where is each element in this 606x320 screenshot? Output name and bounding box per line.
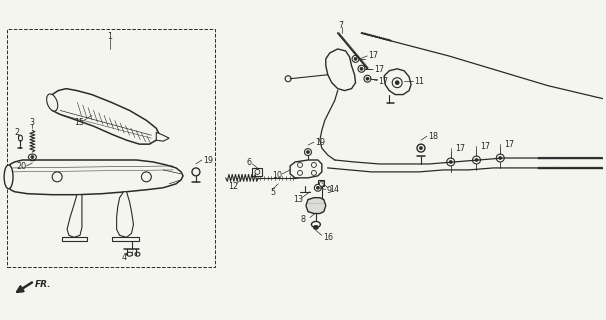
Text: 17: 17 xyxy=(368,52,379,60)
Text: 10: 10 xyxy=(272,172,282,180)
Ellipse shape xyxy=(127,252,133,256)
Text: 9: 9 xyxy=(327,186,332,195)
Ellipse shape xyxy=(307,151,310,154)
Text: 1: 1 xyxy=(107,32,112,41)
Polygon shape xyxy=(67,195,82,237)
Ellipse shape xyxy=(4,165,13,189)
Polygon shape xyxy=(48,89,159,144)
Text: 5: 5 xyxy=(270,188,275,197)
Polygon shape xyxy=(318,180,324,186)
Text: 18: 18 xyxy=(428,132,438,141)
Polygon shape xyxy=(116,192,133,237)
Ellipse shape xyxy=(313,225,318,229)
Polygon shape xyxy=(290,160,322,178)
Text: 17: 17 xyxy=(378,77,388,86)
Polygon shape xyxy=(384,69,411,95)
Ellipse shape xyxy=(135,252,140,256)
Text: 20: 20 xyxy=(16,163,27,172)
Text: 15: 15 xyxy=(74,118,84,127)
Text: FR.: FR. xyxy=(35,280,51,289)
Text: 17: 17 xyxy=(454,144,465,153)
Text: 7: 7 xyxy=(339,21,344,30)
Text: 2: 2 xyxy=(15,128,19,137)
Ellipse shape xyxy=(352,55,359,62)
Ellipse shape xyxy=(417,144,425,152)
Text: 12: 12 xyxy=(228,182,239,191)
Ellipse shape xyxy=(360,67,363,70)
Text: 13: 13 xyxy=(293,195,303,204)
Ellipse shape xyxy=(475,158,478,162)
Ellipse shape xyxy=(315,184,321,191)
Polygon shape xyxy=(253,168,262,176)
Ellipse shape xyxy=(319,181,324,186)
Polygon shape xyxy=(112,237,139,241)
Ellipse shape xyxy=(304,148,311,156)
Text: 4: 4 xyxy=(122,253,127,262)
Text: 3: 3 xyxy=(30,118,35,127)
Text: 16: 16 xyxy=(323,233,333,242)
Ellipse shape xyxy=(47,94,58,111)
Ellipse shape xyxy=(395,81,399,85)
Ellipse shape xyxy=(28,154,36,160)
Text: 11: 11 xyxy=(414,77,424,86)
Ellipse shape xyxy=(316,186,319,189)
Ellipse shape xyxy=(311,221,321,228)
Text: 17: 17 xyxy=(504,140,514,148)
Ellipse shape xyxy=(366,77,369,80)
Polygon shape xyxy=(156,132,169,141)
Text: 17: 17 xyxy=(481,142,491,151)
Ellipse shape xyxy=(364,75,371,82)
Text: 6: 6 xyxy=(247,158,251,167)
Ellipse shape xyxy=(496,154,504,162)
Text: 19: 19 xyxy=(203,156,213,164)
Ellipse shape xyxy=(499,156,502,159)
Text: 8: 8 xyxy=(300,215,305,224)
Text: 14: 14 xyxy=(329,185,339,194)
Ellipse shape xyxy=(192,168,200,176)
Ellipse shape xyxy=(449,161,452,164)
Ellipse shape xyxy=(354,57,357,60)
Ellipse shape xyxy=(19,135,22,141)
Ellipse shape xyxy=(358,65,365,72)
Ellipse shape xyxy=(447,158,454,166)
Text: 17: 17 xyxy=(375,65,384,74)
Ellipse shape xyxy=(31,156,34,158)
Ellipse shape xyxy=(285,76,291,82)
Bar xyxy=(7,29,215,267)
Ellipse shape xyxy=(473,156,481,164)
Polygon shape xyxy=(8,160,183,195)
Ellipse shape xyxy=(419,147,422,149)
Polygon shape xyxy=(62,237,87,241)
Polygon shape xyxy=(326,49,356,91)
Polygon shape xyxy=(306,198,326,213)
Text: 19: 19 xyxy=(315,138,325,147)
